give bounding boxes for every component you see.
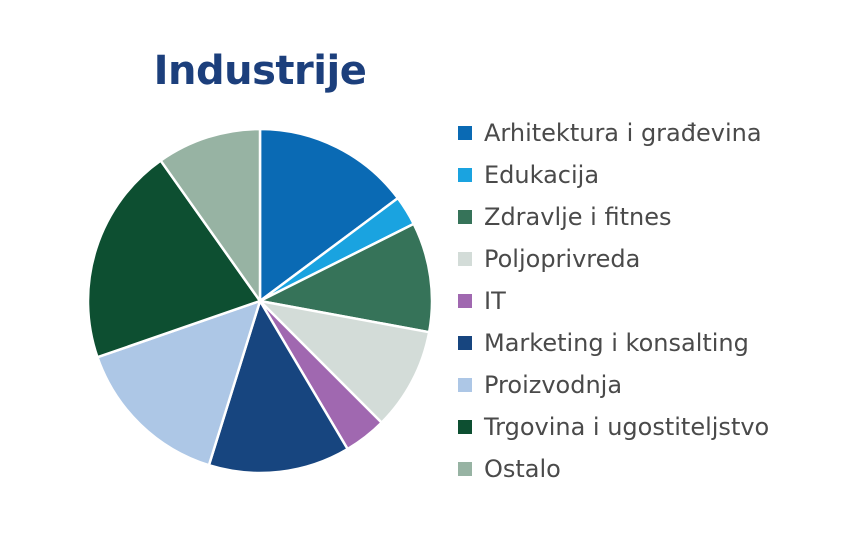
chart-legend: Arhitektura i građevina Edukacija Zdravlje… — [458, 112, 769, 490]
legend-swatch — [458, 210, 472, 224]
pie-slice-7 — [96, 299, 262, 467]
legend-swatch — [458, 420, 472, 434]
chart-title: Industrije — [153, 48, 367, 94]
legend-label: Marketing i konsalting — [484, 329, 749, 357]
legend-item: Marketing i konsalting — [458, 322, 769, 364]
legend-swatch — [458, 126, 472, 140]
pie-slice-8 — [86, 159, 262, 359]
legend-label: Trgovina i ugostiteljstvo — [484, 413, 770, 441]
pie-slice-4 — [258, 299, 431, 424]
legend-label: Proizvodnja — [484, 371, 623, 399]
legend-swatch — [458, 252, 472, 266]
legend-item: Edukacija — [458, 154, 769, 196]
legend-item: Ostalo — [458, 448, 769, 490]
legend-swatch — [458, 294, 472, 308]
pie-slice-3 — [258, 222, 434, 334]
legend-item: Trgovina i ugostiteljstvo — [458, 406, 769, 448]
legend-label: Arhitektura i građevina — [484, 119, 762, 147]
legend-item: Proizvodnja — [458, 364, 769, 406]
legend-item: IT — [458, 280, 769, 322]
legend-label: Zdravlje i fitnes — [484, 203, 672, 231]
legend-label: IT — [484, 287, 506, 315]
pie-slice-6 — [207, 299, 349, 475]
legend-label: Edukacija — [484, 161, 600, 189]
legend-label: Poljoprivreda — [484, 245, 641, 273]
legend-swatch — [458, 336, 472, 350]
pie-slice-1 — [258, 127, 400, 303]
legend-swatch — [458, 168, 472, 182]
legend-item: Zdravlje i fitnes — [458, 196, 769, 238]
legend-label: Ostalo — [484, 455, 561, 483]
pie-slice-9 — [159, 127, 262, 303]
legend-swatch — [458, 378, 472, 392]
legend-swatch — [458, 462, 472, 476]
legend-item: Poljoprivreda — [458, 238, 769, 280]
legend-item: Arhitektura i građevina — [458, 112, 769, 154]
